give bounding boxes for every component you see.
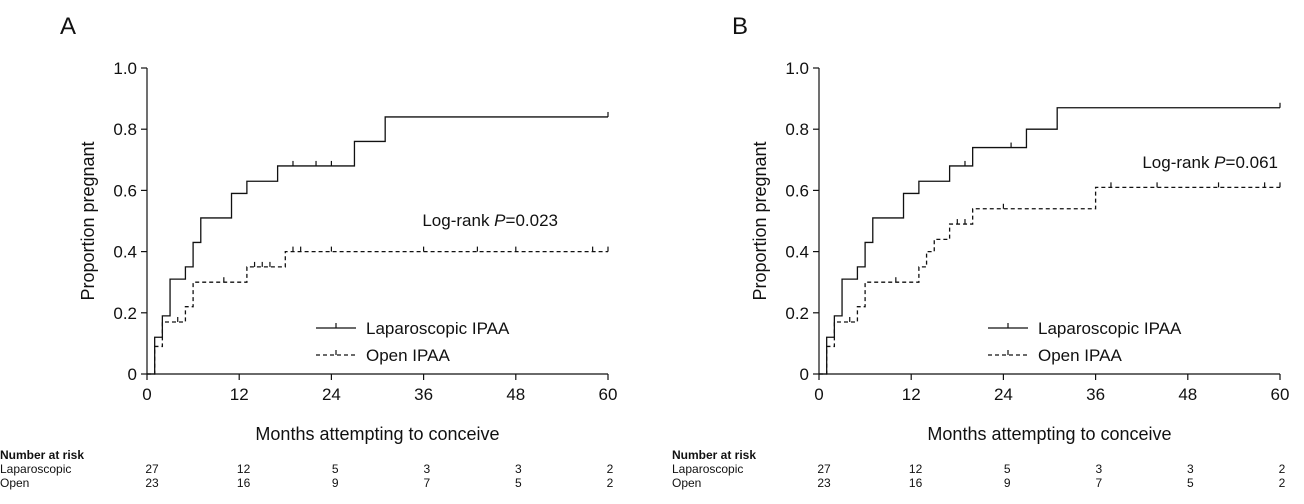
risk-value: 7	[1095, 476, 1103, 490]
risk-table-a: Number at risk Laparoscopic 27 12 5 3 3 2 Open 23…	[0, 448, 640, 504]
y-axis-label: Proportion pregnant	[78, 141, 98, 300]
risk-value: 2	[1278, 462, 1286, 476]
logrank-annotation: Log-rank P=0.061	[1142, 153, 1278, 172]
x-axis-label: Months attempting to conceive	[255, 424, 499, 444]
risk-value: 2	[606, 462, 614, 476]
logrank-annotation: Log-rank P=0.023	[422, 211, 558, 230]
risk-value: 27	[145, 462, 159, 476]
series-laparoscopic-line	[819, 107, 1280, 375]
series-open-line	[147, 250, 608, 375]
y-tick-label: 0.6	[113, 181, 137, 200]
series-open-line	[819, 186, 1280, 375]
y-tick-label: 0.6	[785, 181, 809, 200]
risk-value: 27	[817, 462, 831, 476]
risk-value: 9	[1003, 476, 1011, 490]
risk-value: 5	[331, 462, 339, 476]
x-tick-label: 60	[599, 385, 618, 404]
risk-table-b: Number at risk Laparoscopic 27 12 5 3 3 2 Open 23…	[672, 448, 1304, 504]
risk-value: 3	[1095, 462, 1103, 476]
y-tick-label: 0.2	[113, 304, 137, 323]
x-tick-label: 24	[994, 385, 1013, 404]
risk-value: 16	[908, 476, 923, 490]
risk-value: 3	[515, 462, 522, 476]
risk-value: 12	[908, 462, 923, 476]
risk-value: 12	[236, 462, 251, 476]
risk-value: 5	[1187, 476, 1194, 490]
y-tick-label: 0.4	[113, 243, 137, 262]
risk-value: 3	[423, 462, 431, 476]
risk-value: 9	[331, 476, 339, 490]
x-tick-label: 36	[1086, 385, 1105, 404]
risk-value: 23	[817, 476, 831, 490]
risk-value: 7	[423, 476, 431, 490]
x-tick-label: 36	[414, 385, 433, 404]
panel-a: A 0 0.2 0.4 0.6 0.8 1.0 0 12 24 36 48 60 Months attem…	[0, 13, 640, 504]
x-tick-label: 0	[814, 385, 823, 404]
risk-value: 2	[606, 476, 614, 490]
risk-row-label-laparoscopic: Laparoscopic	[0, 462, 72, 476]
x-axis-label: Months attempting to conceive	[927, 424, 1171, 444]
risk-row-label-open: Open	[672, 476, 702, 490]
panel-label: A	[60, 13, 76, 40]
legend-label-laparoscopic: Laparoscopic IPAA	[1038, 319, 1182, 338]
risk-value: 3	[1187, 462, 1194, 476]
y-tick-label: 0.8	[785, 120, 809, 139]
y-tick-label: 0.4	[785, 243, 809, 262]
y-tick-label: 0	[800, 365, 809, 384]
x-tick-label: 12	[902, 385, 921, 404]
km-plot-a: A 0 0.2 0.4 0.6 0.8 1.0 0 12 24 36 48 60 Months attem…	[60, 13, 618, 444]
y-tick-label: 1.0	[785, 59, 809, 78]
risk-row-label-open: Open	[0, 476, 30, 490]
legend-label-open: Open IPAA	[1038, 346, 1122, 365]
y-axis-label: Proportion pregnant	[750, 141, 770, 300]
risk-table-title: Number at risk	[0, 448, 85, 462]
risk-value: 16	[236, 476, 251, 490]
risk-table-title: Number at risk	[672, 448, 757, 462]
legend-label-laparoscopic: Laparoscopic IPAA	[366, 319, 510, 338]
y-tick-label: 0.8	[113, 120, 137, 139]
y-tick-label: 1.0	[113, 59, 137, 78]
x-tick-label: 0	[142, 385, 151, 404]
series-laparoscopic-line	[147, 116, 608, 375]
km-plot-b: B 0 0.2 0.4 0.6 0.8 1.0 0 12 24 36 48 60 Months attem…	[732, 13, 1290, 444]
panel-b: B 0 0.2 0.4 0.6 0.8 1.0 0 12 24 36 48 60 Months attem…	[672, 0, 1304, 504]
y-tick-label: 0.2	[785, 304, 809, 323]
x-tick-label: 48	[1178, 385, 1197, 404]
y-tick-label: 0	[128, 365, 137, 384]
risk-value: 23	[145, 476, 159, 490]
x-tick-label: 24	[322, 385, 341, 404]
x-tick-label: 48	[506, 385, 525, 404]
panel-label: B	[732, 13, 748, 40]
risk-row-label-laparoscopic: Laparoscopic	[672, 462, 744, 476]
risk-value: 5	[1003, 462, 1011, 476]
risk-value: 2	[1278, 476, 1286, 490]
legend-label-open: Open IPAA	[366, 346, 450, 365]
risk-value: 5	[515, 476, 522, 490]
x-tick-label: 60	[1271, 385, 1290, 404]
x-tick-label: 12	[230, 385, 249, 404]
